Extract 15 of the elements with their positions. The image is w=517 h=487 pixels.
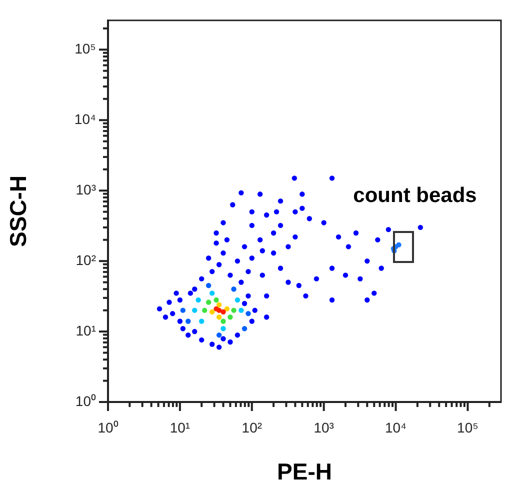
x-tick-label: 10² xyxy=(242,419,262,436)
y-tick-label: 10² xyxy=(76,252,96,268)
y-tick-label: 10¹ xyxy=(76,322,96,338)
x-tick-label: 10⁴ xyxy=(384,419,407,436)
y-tick-label: 10⁵ xyxy=(74,40,96,57)
x-tick-label: 10⁵ xyxy=(457,419,478,436)
x-tick-label: 10¹ xyxy=(170,419,190,436)
x-tick-label: 10³ xyxy=(314,419,334,436)
y-tick-label: 10³ xyxy=(76,181,96,198)
y-tick-label: 10⁰ xyxy=(75,392,96,409)
annotation: count beads xyxy=(353,184,477,207)
x-axis-title: PE-H xyxy=(277,458,332,485)
y-tick-label: 10⁴ xyxy=(74,110,96,127)
y-axis-title: SSC-H xyxy=(5,175,32,247)
x-tick-label: 10⁰ xyxy=(98,419,118,436)
